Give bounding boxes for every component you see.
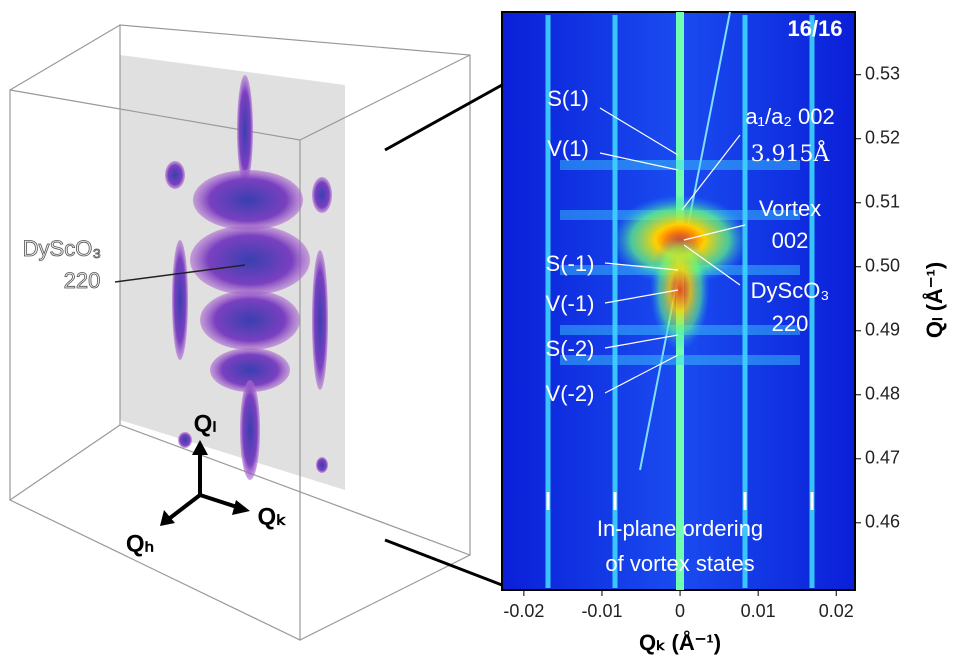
- y-axis-title: Qₗ (Å⁻¹): [921, 262, 947, 338]
- peak-label: V(-2): [546, 381, 595, 406]
- x-tick-label: 0.01: [741, 601, 776, 621]
- y-tick-label: 0.50: [865, 256, 900, 276]
- film-label: a₁/a₂ 002: [745, 104, 834, 129]
- figure: DyScO₃ 220 Qₗ Qₖ Qₕ: [0, 0, 953, 658]
- substrate-label: DyScO₃: [23, 236, 102, 261]
- substrate-label: 220: [64, 268, 101, 293]
- y-tick-label: 0.47: [865, 448, 900, 468]
- left-label: DyScO₃ 220: [23, 236, 102, 293]
- vortex-label: 002: [772, 228, 809, 253]
- x-tick-label: 0.02: [819, 601, 854, 621]
- x-tick-label: 0: [675, 601, 685, 621]
- peak-label: V(1): [547, 136, 589, 161]
- y-tick-label: 0.48: [865, 384, 900, 404]
- note: of vortex states: [605, 551, 754, 576]
- peak-label: S(1): [547, 86, 589, 111]
- substrate-peak-label: DyScO₃: [751, 278, 830, 303]
- x-axis-title: Qₖ (Å⁻¹): [639, 629, 721, 655]
- peak-label: S(-2): [546, 336, 595, 361]
- x-tick-label: -0.02: [503, 601, 544, 621]
- note: In-plane ordering: [597, 516, 763, 541]
- y-tick-label: 0.52: [865, 127, 900, 147]
- axis-label: Qₖ: [258, 503, 287, 530]
- y-tick-label: 0.51: [865, 191, 900, 211]
- frame-label: 16/16: [787, 16, 842, 41]
- axis-label: Qₕ: [126, 530, 154, 557]
- film-label: 3.915Å: [751, 139, 831, 167]
- y-tick-label: 0.46: [865, 512, 900, 532]
- y-tick-label: 0.53: [865, 63, 900, 83]
- x-tick-label: -0.01: [581, 601, 622, 621]
- axis-label: Qₗ: [194, 410, 217, 437]
- peak-label: V(-1): [546, 291, 595, 316]
- peak-label: S(-1): [546, 251, 595, 276]
- vortex-label: Vortex: [759, 196, 821, 221]
- y-tick-label: 0.49: [865, 320, 900, 340]
- substrate-peak-label: 220: [772, 311, 809, 336]
